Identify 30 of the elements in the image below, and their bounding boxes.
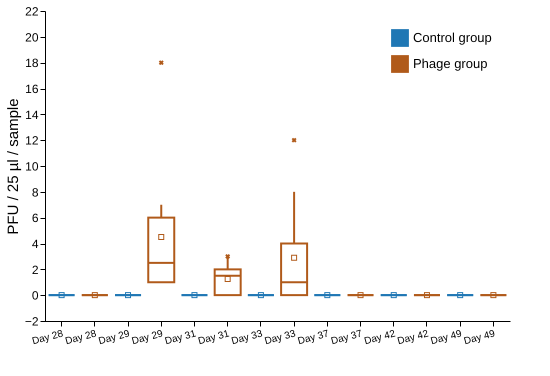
x-tick-label: Day 42 [363, 328, 398, 348]
x-tick-label: Day 49 [430, 328, 464, 348]
y-tick-label: 6 [32, 211, 39, 226]
x-tick-label: Day 33 [264, 328, 298, 348]
y-tick-label: 10 [25, 160, 39, 174]
x-tick-label: Day 37 [330, 328, 364, 348]
y-tick-label: 8 [32, 185, 39, 200]
y-tick-label: 2 [32, 262, 39, 277]
x-tick-label: Day 33 [230, 328, 264, 348]
y-tick-label: −2 [24, 314, 39, 328]
y-tick-label: 0 [32, 288, 39, 303]
legend-label: Phage group [413, 56, 488, 71]
y-tick-label: 16 [25, 82, 39, 96]
x-tick-label: Day 42 [396, 328, 430, 348]
x-tick-label: Day 28 [64, 328, 98, 348]
y-tick-label: 18 [25, 56, 39, 70]
y-tick-label: 22 [25, 4, 39, 18]
x-tick-label: Day 49 [462, 328, 497, 348]
legend-label: Control group [413, 30, 492, 45]
y-tick-label: 14 [25, 108, 39, 122]
x-tick-label: Day 28 [31, 328, 65, 348]
y-axis-title: PFU / 25 µl / sample [4, 98, 22, 235]
y-tick-label: 4 [32, 237, 39, 251]
y-tick-label: 20 [25, 30, 39, 44]
x-tick-label: Day 29 [97, 328, 132, 348]
y-tick-label: 12 [25, 134, 39, 148]
x-tick-label: Day 29 [130, 328, 165, 348]
x-tick-label: Day 31 [197, 328, 231, 348]
x-tick-label: Day 31 [164, 328, 198, 348]
x-tick-label: Day 37 [296, 328, 331, 348]
